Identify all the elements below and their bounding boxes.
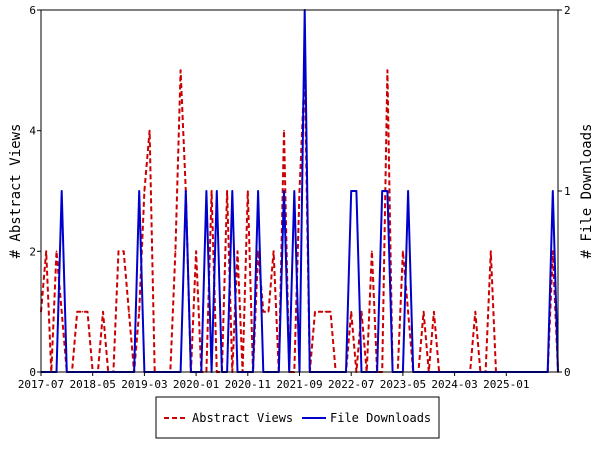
data-point-file-downloads	[205, 190, 208, 192]
data-point-abstract-views	[298, 190, 301, 192]
data-point-abstract-views	[433, 310, 435, 313]
data-point-abstract-views	[422, 310, 425, 313]
y-left-tick-label: 0	[29, 366, 36, 379]
data-point-abstract-views	[81, 310, 84, 313]
data-point-abstract-views	[143, 190, 146, 192]
legend-box	[155, 396, 440, 439]
data-point-abstract-views	[324, 310, 327, 313]
y-axis-left-title: # Abstract Views	[8, 124, 24, 259]
data-point-abstract-views	[76, 310, 78, 313]
x-tick-label: 2025-01	[483, 378, 529, 391]
data-point-abstract-views	[272, 250, 275, 253]
data-point-abstract-views	[474, 310, 477, 313]
data-point-abstract-views	[174, 250, 177, 253]
legend-label-file-downloads: File Downloads	[330, 411, 431, 425]
data-point-abstract-views	[210, 190, 213, 192]
data-point-abstract-views	[386, 69, 389, 72]
data-point-abstract-views	[267, 310, 270, 313]
data-point-file-downloads	[216, 190, 218, 192]
data-point-abstract-views	[122, 250, 125, 253]
data-point-file-downloads	[381, 190, 384, 192]
data-point-abstract-views	[314, 310, 316, 313]
x-tick-label: 2017-07	[18, 378, 64, 391]
data-point-abstract-views	[55, 250, 58, 253]
legend: Abstract Views File Downloads	[155, 396, 440, 439]
data-point-file-downloads	[350, 190, 353, 192]
data-point-abstract-views	[195, 250, 197, 253]
data-point-file-downloads	[407, 190, 409, 192]
x-tick-label: 2021-09	[276, 378, 322, 391]
y-left-tick-label: 2	[29, 245, 36, 258]
data-point-file-downloads	[283, 190, 285, 192]
x-tick-label: 2020-11	[225, 378, 271, 391]
data-point-file-downloads	[138, 190, 140, 192]
y-axis-right-title: # File Downloads	[579, 124, 595, 259]
y-right-tick-label: 0	[564, 366, 571, 379]
data-point-abstract-views	[86, 310, 89, 313]
data-point-abstract-views	[45, 250, 47, 253]
x-tick-label: 2018-05	[70, 378, 116, 391]
data-point-abstract-views	[179, 69, 182, 72]
y-right-tick-label: 2	[564, 4, 571, 17]
y-left-tick-label: 6	[29, 4, 36, 17]
data-point-file-downloads	[231, 190, 234, 192]
data-point-file-downloads	[355, 190, 358, 192]
x-tick-label: 2024-03	[431, 378, 477, 391]
legend-label-abstract-views: Abstract Views	[192, 411, 293, 425]
data-point-abstract-views	[117, 250, 120, 253]
x-tick-label: 2019-03	[121, 378, 167, 391]
data-point-file-downloads	[386, 190, 389, 192]
data-point-file-downloads	[552, 190, 554, 192]
data-point-abstract-views	[360, 310, 363, 313]
data-point-file-downloads	[293, 190, 296, 192]
x-tick-label: 2023-05	[380, 378, 426, 391]
chart-axes: 0 2 4 6 0 1 2 2017-07 2018-05 2019-03 2020-01 2020-…	[18, 4, 571, 391]
data-point-abstract-views	[148, 129, 151, 132]
data-point-abstract-views	[226, 190, 228, 192]
data-point-abstract-views	[552, 250, 554, 253]
data-point-file-downloads	[185, 190, 187, 192]
data-point-abstract-views	[102, 310, 104, 313]
data-point-abstract-views	[490, 250, 492, 253]
data-point-abstract-views	[402, 250, 404, 253]
x-tick-label: 2022-07	[328, 378, 374, 391]
data-point-abstract-views	[247, 190, 249, 192]
data-point-abstract-views	[407, 310, 409, 313]
data-point-abstract-views	[138, 310, 140, 313]
data-point-abstract-views	[350, 310, 353, 313]
data-point-abstract-views	[128, 310, 130, 313]
data-point-abstract-views	[329, 310, 332, 313]
x-tick-label: 2020-01	[173, 378, 219, 391]
data-point-abstract-views	[236, 250, 239, 253]
data-point-file-downloads	[60, 190, 63, 192]
data-point-abstract-views	[371, 250, 373, 253]
y-left-tick-label: 4	[29, 125, 36, 138]
data-point-abstract-views	[319, 310, 322, 313]
data-point-file-downloads	[257, 190, 259, 192]
y-right-tick-label: 1	[564, 185, 571, 198]
data-point-abstract-views	[262, 310, 265, 313]
chart-series	[40, 9, 559, 373]
data-point-abstract-views	[60, 310, 63, 313]
data-point-abstract-views	[283, 129, 285, 132]
data-point-abstract-views	[257, 250, 259, 253]
